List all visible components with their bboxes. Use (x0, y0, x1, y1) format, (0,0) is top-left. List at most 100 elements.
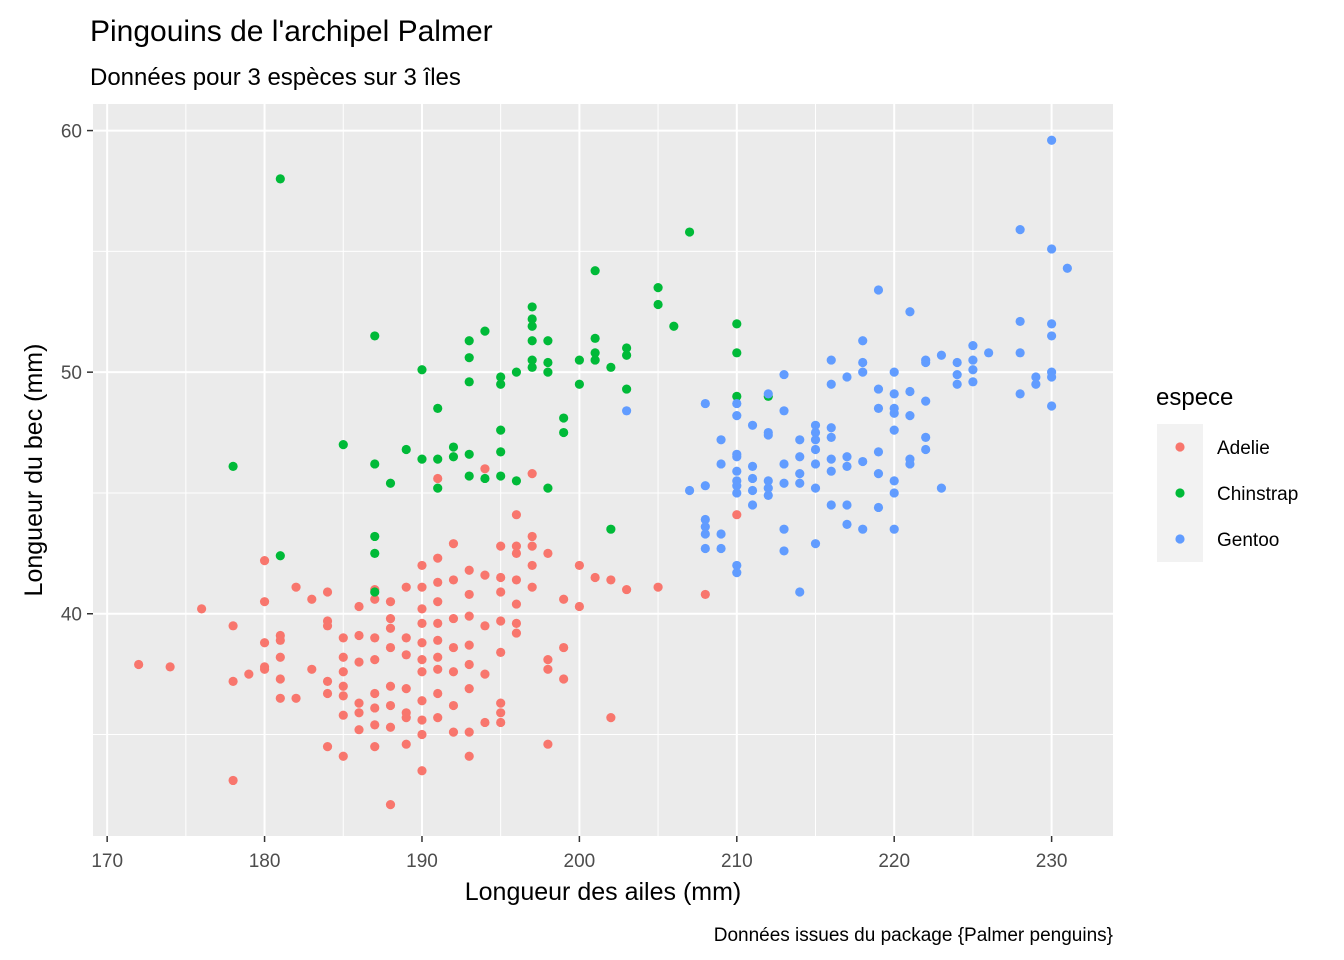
data-point (433, 454, 443, 464)
data-point (401, 633, 411, 643)
legend-items: Adelie Chinstrap Gentoo (1157, 424, 1298, 562)
data-point (433, 403, 443, 413)
data-point (590, 266, 600, 276)
data-point (543, 739, 553, 749)
data-point (873, 447, 884, 457)
data-point (259, 555, 270, 566)
data-point (275, 635, 285, 645)
x-axis-title: Longueur des ailes (mm) (465, 878, 742, 906)
data-point (527, 302, 537, 312)
data-point (527, 355, 537, 365)
data-point (385, 799, 396, 810)
data-point (480, 669, 490, 679)
data-point (464, 640, 474, 650)
data-point (496, 587, 506, 597)
data-point (259, 638, 270, 648)
data-point (401, 650, 411, 660)
data-point (370, 633, 380, 643)
data-point (889, 425, 899, 435)
data-point (732, 568, 742, 578)
data-point (889, 367, 899, 377)
data-point (810, 459, 821, 469)
y-tick-label: 50 (61, 363, 82, 384)
data-point (1047, 372, 1057, 382)
chart-subtitle: Données pour 3 espèces sur 3 îles (90, 64, 461, 91)
data-point (763, 490, 773, 500)
data-point (700, 589, 710, 600)
data-point (370, 331, 380, 341)
data-point (480, 326, 490, 336)
data-point (527, 336, 537, 346)
data-point (354, 601, 364, 612)
data-point (732, 560, 742, 571)
data-point (826, 500, 836, 510)
data-point (795, 478, 805, 488)
data-point (433, 473, 443, 484)
data-point (622, 406, 632, 416)
data-point (810, 420, 821, 430)
data-point (873, 403, 884, 413)
data-point (936, 483, 947, 493)
data-point (653, 582, 663, 592)
data-point (370, 594, 380, 604)
data-point (496, 471, 506, 481)
data-point (417, 715, 427, 725)
data-point (858, 456, 868, 467)
data-point (511, 510, 522, 520)
data-point (921, 444, 931, 455)
data-point (905, 307, 915, 317)
data-point (385, 722, 396, 732)
data-point (417, 618, 427, 629)
data-point (433, 688, 443, 699)
data-point (810, 539, 821, 549)
data-point (858, 336, 868, 346)
data-point (385, 642, 396, 653)
data-point (527, 582, 537, 592)
data-point (496, 616, 506, 626)
data-point (559, 642, 569, 653)
data-point (732, 481, 742, 491)
data-point (433, 652, 443, 662)
data-point (921, 396, 931, 406)
data-point (747, 461, 758, 471)
data-point (433, 664, 443, 674)
data-point (842, 461, 852, 471)
data-point (401, 739, 411, 749)
data-point (968, 355, 978, 365)
data-point (810, 435, 821, 445)
data-points (134, 135, 1072, 810)
data-point (747, 420, 758, 430)
data-point (338, 691, 348, 701)
legend-key-point (1175, 534, 1185, 544)
data-point (275, 652, 285, 662)
data-point (606, 362, 616, 372)
data-point (448, 727, 459, 737)
data-point (464, 471, 474, 481)
data-point (527, 560, 537, 571)
data-point (228, 461, 238, 471)
data-point (433, 713, 443, 723)
data-point (228, 621, 238, 631)
data-point (810, 483, 821, 493)
data-point (385, 700, 396, 711)
data-point (480, 464, 490, 474)
data-point (464, 589, 474, 600)
legend-label: Adelie (1217, 438, 1270, 459)
data-point (952, 379, 962, 389)
data-point (700, 398, 710, 409)
data-point (433, 553, 443, 563)
data-point (763, 430, 773, 440)
series-adelie (134, 464, 742, 810)
data-point (810, 444, 821, 455)
y-tick-label: 60 (61, 122, 82, 143)
data-point (385, 681, 396, 691)
data-point (810, 427, 821, 438)
data-point (747, 485, 758, 496)
data-point (433, 618, 443, 629)
data-point (622, 384, 632, 394)
data-point (464, 565, 474, 575)
data-point (716, 435, 726, 445)
data-point (858, 524, 868, 534)
data-point (779, 406, 789, 416)
legend: espece Adelie Chinstrap Gentoo (1156, 384, 1298, 562)
